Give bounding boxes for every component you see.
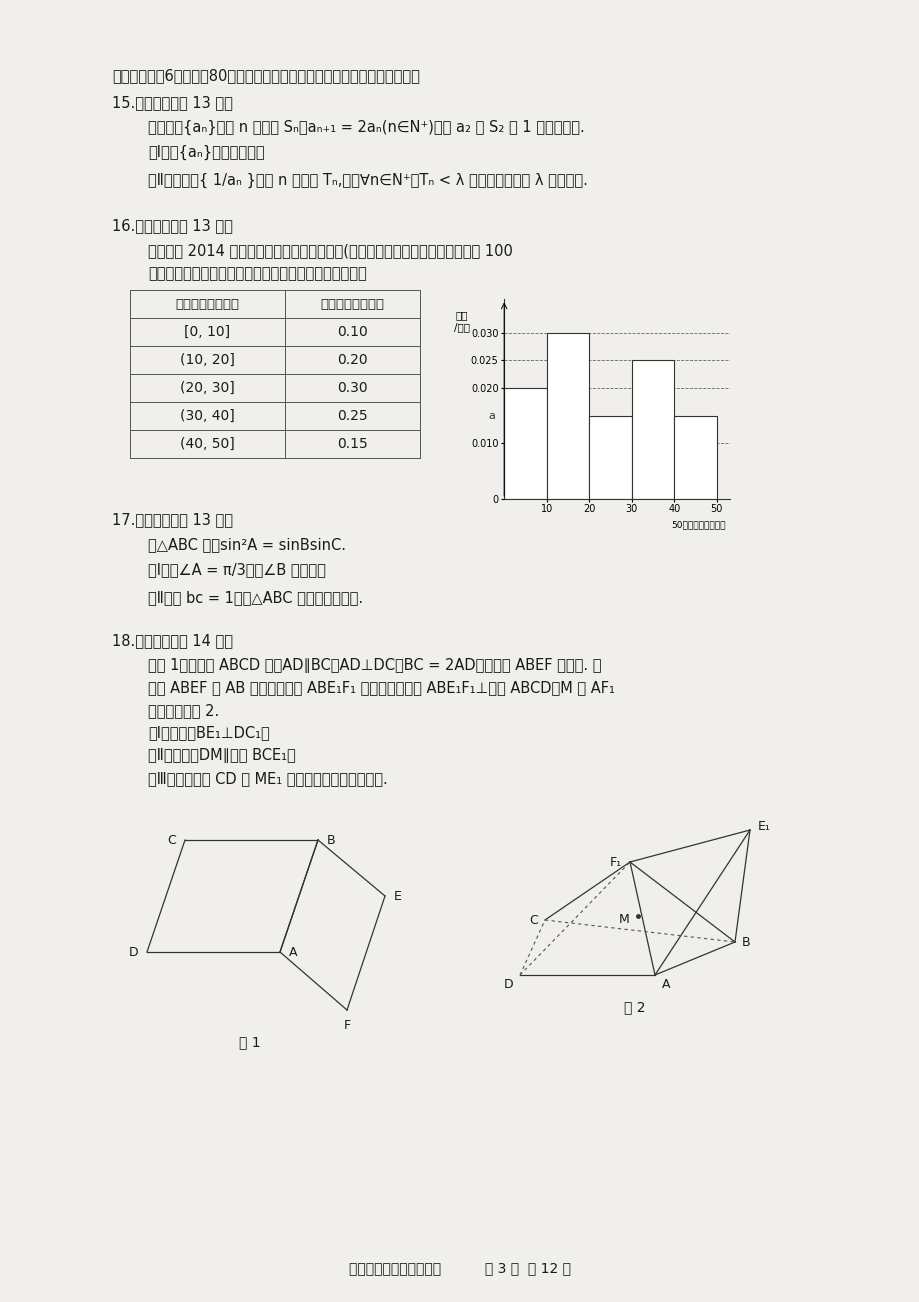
Text: 17.（本小题满分 13 分）: 17.（本小题满分 13 分） [112,512,233,527]
Text: 已知数列{aₙ}的前 n 项和为 Sₙ，aₙ₊₁ = 2aₙ(n∈N⁺)，且 a₂ 是 S₂ 与 1 的等差中项.: 已知数列{aₙ}的前 n 项和为 Sₙ，aₙ₊₁ = 2aₙ(n∈N⁺)，且 a… [148,120,584,135]
Text: 0.15: 0.15 [336,437,368,450]
Text: a: a [488,410,495,421]
Bar [588,415,631,499]
Text: 图 1: 图 1 [239,1035,260,1049]
Text: (40, 50]: (40, 50] [180,437,234,450]
Text: D: D [129,945,138,958]
Text: A: A [662,978,670,991]
Text: (10, 20]: (10, 20] [180,353,234,367]
Text: 0.30: 0.30 [337,381,368,395]
Text: (20, 30]: (20, 30] [180,381,234,395]
Text: A: A [289,945,297,958]
Text: （Ⅰ）若∠A = π/3，求∠B 的大小；: （Ⅰ）若∠A = π/3，求∠B 的大小； [148,562,325,577]
Text: C: C [528,914,538,927]
Text: （Ⅱ）若数列{ 1/aₙ }的前 n 项和为 Tₙ,且对∀n∈N⁺，Tₙ < λ 恒成立，求实数 λ 的最小値.: （Ⅱ）若数列{ 1/aₙ }的前 n 项和为 Tₙ,且对∀n∈N⁺，Tₙ < λ… [148,173,587,189]
Bar [546,332,588,499]
Text: （Ⅰ）求{aₙ}的通项公式；: （Ⅰ）求{aₙ}的通项公式； [148,145,265,160]
Text: [0, 10]: [0, 10] [184,326,231,339]
Text: M: M [618,913,630,926]
Text: 0.25: 0.25 [337,409,368,423]
Text: 分组（日销售量）: 分组（日销售量） [176,297,239,310]
Text: F: F [343,1019,350,1032]
Text: 三、解答题八6小题，八80分。解答应写出文字说明、演算步骤或证明过程。: 三、解答题八6小题，八80分。解答应写出文字说明、演算步骤或证明过程。 [112,68,419,83]
Text: 18.（本小题满分 14 分）: 18.（本小题满分 14 分） [112,633,233,648]
Text: D: D [503,978,513,991]
Text: E: E [393,889,402,902]
Text: C: C [167,833,176,846]
Text: 某超市从 2014 年甲、乙两种酸奶的日销售量(单位：筱）的数据中分别随机抖取 100: 某超市从 2014 年甲、乙两种酸奶的日销售量(单位：筱）的数据中分别随机抖取 … [148,243,512,258]
Text: 0.20: 0.20 [337,353,368,367]
Text: 图 2: 图 2 [624,1000,645,1014]
Text: 16.（本小题满分 13 分）: 16.（本小题满分 13 分） [112,217,233,233]
Text: 高三数学（理）试题答案          第 3 页  共 12 页: 高三数学（理）试题答案 第 3 页 共 12 页 [348,1262,571,1275]
Text: (30, 40]: (30, 40] [180,409,234,423]
Text: E₁: E₁ [757,820,770,833]
Text: 15.（本小题满分 13 分）: 15.（本小题满分 13 分） [112,95,233,109]
Text: F₁: F₁ [609,855,621,868]
Text: 50乙种酸奶日销售量: 50乙种酸奶日销售量 [670,521,724,530]
Bar [631,361,674,499]
Text: 如图 1，在梯形 ABCD 中，AD∥BC，AD⊥DC，BC = 2AD，四边形 ABEF 是矩形. 将: 如图 1，在梯形 ABCD 中，AD∥BC，AD⊥DC，BC = 2AD，四边形… [148,658,601,673]
Text: 在△ABC 中，sin²A = sinBsinC.: 在△ABC 中，sin²A = sinBsinC. [148,536,346,552]
Bar [674,415,716,499]
Text: 矩形 ABEF 沿 AB 折起到四边形 ABE₁F₁ 的位置，使平面 ABE₁F₁⊥平面 ABCD，M 为 AF₁: 矩形 ABEF 沿 AB 折起到四边形 ABE₁F₁ 的位置，使平面 ABE₁F… [148,680,614,695]
Text: 频率
/组距: 频率 /组距 [453,310,469,332]
Text: B: B [326,833,335,846]
Text: 个，整理得到数据分组及频率分布表和频率分布直方图：: 个，整理得到数据分组及频率分布表和频率分布直方图： [148,266,367,281]
Text: 0.10: 0.10 [336,326,368,339]
Text: （Ⅱ）若 bc = 1，求△ABC 的面积的最大値.: （Ⅱ）若 bc = 1，求△ABC 的面积的最大値. [148,590,363,605]
Text: 频率（甲种酸奶）: 频率（甲种酸奶） [320,297,384,310]
Text: （Ⅱ）求证：DM∥平面 BCE₁；: （Ⅱ）求证：DM∥平面 BCE₁； [148,749,295,763]
Text: B: B [742,936,750,948]
Bar [504,388,546,499]
Text: 的中点，如图 2.: 的中点，如图 2. [148,703,219,717]
Text: （Ⅲ）判断直线 CD 与 ME₁ 的位置关系，并说明理由.: （Ⅲ）判断直线 CD 与 ME₁ 的位置关系，并说明理由. [148,771,387,786]
Text: （Ⅰ）求证：BE₁⊥DC₁；: （Ⅰ）求证：BE₁⊥DC₁； [148,725,269,740]
